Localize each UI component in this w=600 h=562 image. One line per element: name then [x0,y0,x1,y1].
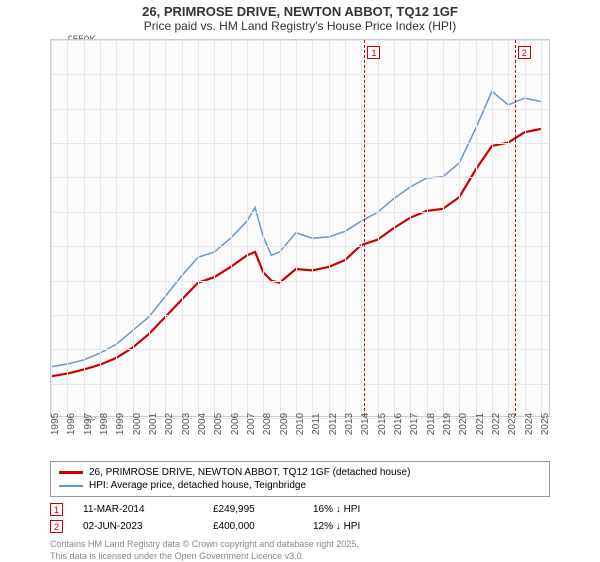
legend-swatch-price [59,471,83,474]
sales-table: 1 11-MAR-2014 £249,995 16% ↓ HPI 2 02-JUN-202… [50,501,550,535]
chart-lines [51,40,549,416]
x-tick-label: 1999 [115,413,126,435]
legend-row: HPI: Average price, detached house, Teig… [59,479,541,492]
x-tick-label: 2009 [279,413,290,435]
x-tick-label: 2025 [540,413,551,435]
x-tick-label: 2000 [132,413,143,435]
footer-line: This data is licensed under the Open Gov… [50,551,550,562]
sale-price: £249,995 [213,504,293,515]
x-tick-label: 2020 [458,413,469,435]
x-tick-label: 2016 [393,413,404,435]
x-tick-label: 2017 [409,413,420,435]
legend-swatch-hpi [59,485,83,487]
sale-marker-line [515,40,516,416]
x-tick-label: 2004 [197,413,208,435]
footer: Contains HM Land Registry data © Crown c… [50,539,550,562]
x-tick-label: 2002 [164,413,175,435]
sale-badge: 1 [50,503,63,516]
sale-marker-line [364,40,365,416]
sale-marker-badge: 1 [367,46,380,59]
x-tick-label: 2010 [295,413,306,435]
x-tick-label: 2001 [148,413,159,435]
legend-label-hpi: HPI: Average price, detached house, Teig… [89,480,306,491]
x-tick-label: 2011 [311,413,322,435]
sale-marker-badge: 2 [518,46,531,59]
sale-row: 2 02-JUN-2023 £400,000 12% ↓ HPI [50,518,550,535]
sale-date: 02-JUN-2023 [83,521,193,532]
sale-date: 11-MAR-2014 [83,504,193,515]
chart-title: 26, PRIMROSE DRIVE, NEWTON ABBOT, TQ12 1… [0,4,600,19]
x-tick-label: 2003 [181,413,192,435]
x-tick-label: 1998 [99,413,110,435]
legend: 26, PRIMROSE DRIVE, NEWTON ABBOT, TQ12 1… [50,461,550,497]
x-tick-label: 2024 [524,413,535,435]
x-tick-label: 2023 [507,413,518,435]
x-tick-label: 2021 [475,413,486,435]
x-tick-label: 2012 [328,413,339,435]
plot-area: 12 [50,39,550,417]
legend-label-price: 26, PRIMROSE DRIVE, NEWTON ABBOT, TQ12 1… [89,467,410,478]
sale-price: £400,000 [213,521,293,532]
x-tick-label: 1996 [66,413,77,435]
x-tick-label: 2022 [491,413,502,435]
x-tick-label: 1997 [83,413,94,435]
x-tick-label: 2007 [246,413,257,435]
x-tick-label: 2015 [377,413,388,435]
legend-row: 26, PRIMROSE DRIVE, NEWTON ABBOT, TQ12 1… [59,466,541,479]
x-tick-label: 2013 [344,413,355,435]
sale-row: 1 11-MAR-2014 £249,995 16% ↓ HPI [50,501,550,518]
sale-diff: 16% ↓ HPI [313,504,403,515]
x-tick-label: 2008 [262,413,273,435]
sale-diff: 12% ↓ HPI [313,521,403,532]
chart-subtitle: Price paid vs. HM Land Registry's House … [0,19,600,33]
title-block: 26, PRIMROSE DRIVE, NEWTON ABBOT, TQ12 1… [0,0,600,35]
chart-container: 26, PRIMROSE DRIVE, NEWTON ABBOT, TQ12 1… [0,0,600,560]
footer-line: Contains HM Land Registry data © Crown c… [50,539,550,551]
sale-badge: 2 [50,520,63,533]
x-tick-label: 2014 [360,413,371,435]
x-tick-label: 2019 [442,413,453,435]
x-tick-label: 2018 [426,413,437,435]
x-tick-label: 2006 [230,413,241,435]
x-tick-label: 1995 [50,413,61,435]
x-tick-label: 2005 [213,413,224,435]
